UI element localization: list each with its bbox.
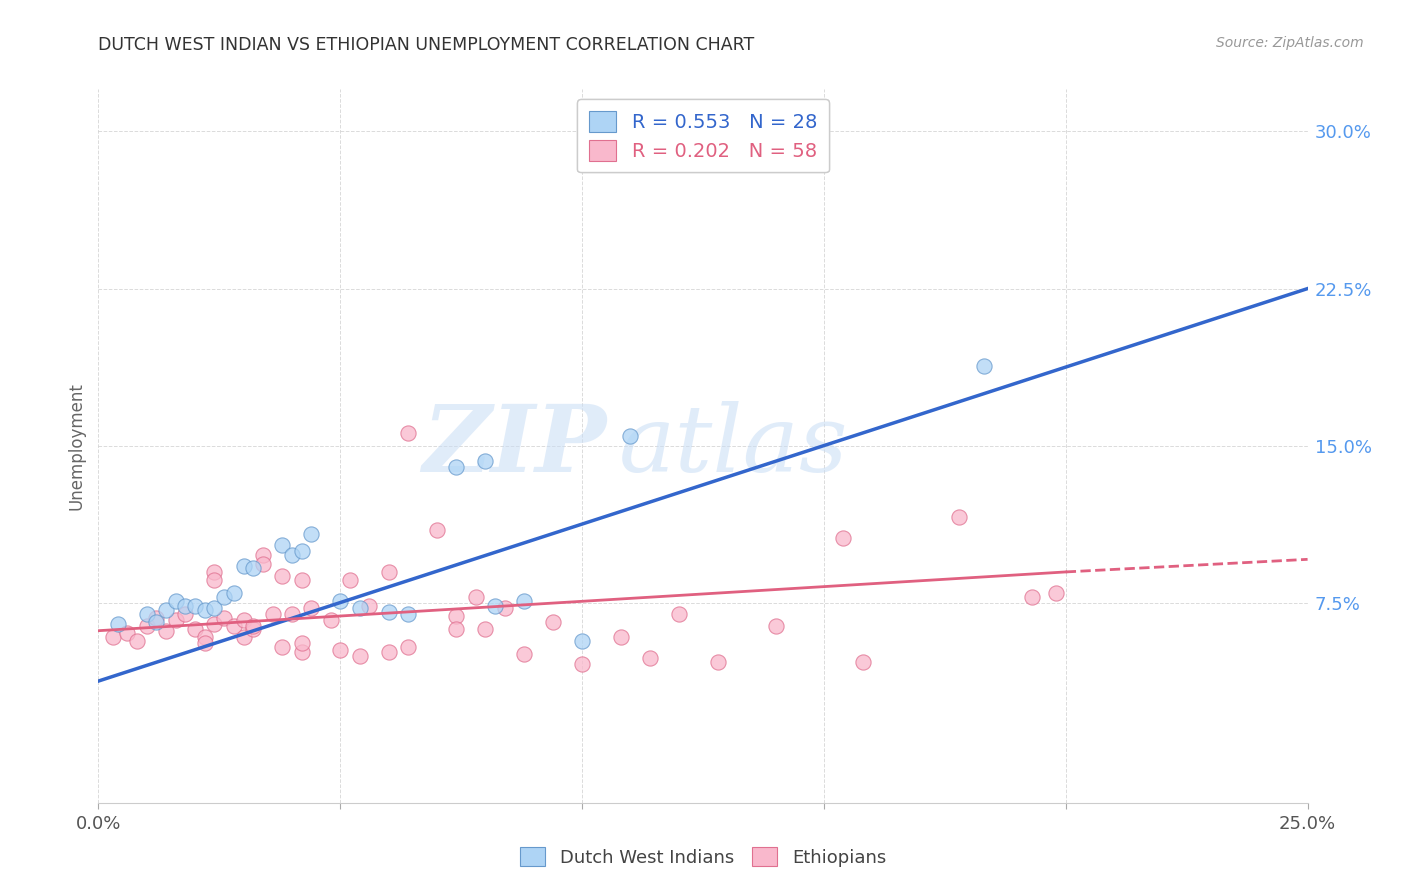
Point [242,622,264,636]
Point [973,359,995,374]
Point [145,611,167,625]
Point [299,600,322,615]
Point [107,617,129,632]
Point [271,538,294,552]
Point [852,655,875,669]
Point [135,607,157,621]
Text: ZIP: ZIP [422,401,606,491]
Point [232,558,254,573]
Point [377,645,399,659]
Point [571,657,593,672]
Point [165,613,187,627]
Point [222,586,245,600]
Point [290,645,312,659]
Point [446,609,468,624]
Point [638,651,661,665]
Point [252,548,274,562]
Point [252,557,274,571]
Point [184,622,207,636]
Point [1021,590,1043,604]
Y-axis label: Unemployment: Unemployment [67,382,86,510]
Point [349,600,371,615]
Point [396,426,419,441]
Point [377,605,399,619]
Point [290,544,312,558]
Point [290,636,312,650]
Text: DUTCH WEST INDIAN VS ETHIOPIAN UNEMPLOYMENT CORRELATION CHART: DUTCH WEST INDIAN VS ETHIOPIAN UNEMPLOYM… [98,36,755,54]
Point [117,625,139,640]
Point [155,603,177,617]
Point [668,607,690,621]
Point [464,590,486,604]
Point [212,611,235,625]
Point [155,624,177,638]
Point [541,615,564,630]
Point [204,574,226,588]
Point [396,640,419,655]
Point [426,523,449,537]
Point [242,560,264,574]
Point [127,634,149,648]
Point [290,574,312,588]
Point [832,532,855,546]
Point [474,622,496,636]
Point [299,527,322,541]
Point [204,565,226,579]
Point [194,603,217,617]
Point [212,590,235,604]
Text: atlas: atlas [619,401,848,491]
Point [232,630,254,644]
Point [262,607,284,621]
Text: Source: ZipAtlas.com: Source: ZipAtlas.com [1216,36,1364,50]
Point [174,599,197,613]
Point [610,630,633,644]
Point [184,599,207,613]
Point [359,599,381,613]
Point [101,630,124,644]
Point [339,574,361,588]
Point [329,642,352,657]
Point [194,630,217,644]
Point [232,613,254,627]
Point [271,640,294,655]
Point [446,622,468,636]
Point [165,594,187,608]
Point [204,617,226,632]
Point [474,453,496,467]
Point [319,613,342,627]
Legend: Dutch West Indians, Ethiopians: Dutch West Indians, Ethiopians [513,840,893,874]
Point [571,634,593,648]
Point [446,460,468,475]
Point [513,594,536,608]
Point [1045,586,1067,600]
Point [135,619,157,633]
Point [271,569,294,583]
Point [281,607,304,621]
Point [204,600,226,615]
Legend: R = 0.553   N = 28, R = 0.202   N = 58: R = 0.553 N = 28, R = 0.202 N = 58 [578,99,828,172]
Point [222,619,245,633]
Point [619,428,641,442]
Point [706,655,728,669]
Point [765,619,787,633]
Point [948,510,970,524]
Point [484,599,506,613]
Point [349,648,371,663]
Point [513,647,536,661]
Point [494,600,516,615]
Point [377,565,399,579]
Point [396,607,419,621]
Point [174,607,197,621]
Point [329,594,352,608]
Point [242,619,264,633]
Point [194,636,217,650]
Point [281,548,304,562]
Point [145,615,167,630]
